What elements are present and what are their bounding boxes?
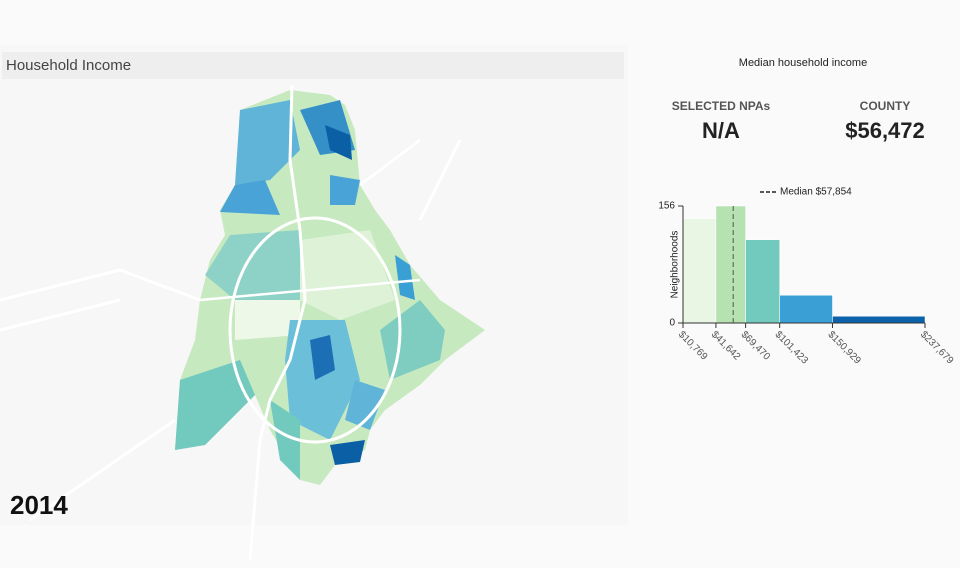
selected-label: SELECTED NPAs: [672, 99, 771, 113]
panel-header: [2, 52, 624, 79]
county-label: COUNTY: [860, 99, 911, 113]
map: [0, 84, 485, 561]
x-tick-label: $101,423: [773, 329, 811, 367]
npa: [300, 230, 395, 320]
y-axis-label: Neighborhoods: [670, 231, 681, 299]
npa: [395, 255, 415, 300]
bar: [779, 295, 833, 324]
x-tick-label: $10,769: [676, 329, 710, 363]
npa: [285, 320, 360, 440]
npa: [325, 125, 352, 160]
npa: [220, 180, 280, 215]
summary-title: Median household income: [739, 57, 867, 69]
y-tick-label: 156: [658, 201, 675, 212]
year-label: 2014: [10, 490, 68, 520]
npa: [345, 380, 385, 430]
x-tick-label: $150,929: [825, 329, 863, 367]
npa: [205, 230, 300, 300]
legend-label: Median $57,854: [780, 187, 852, 198]
npa: [235, 100, 300, 185]
road: [199, 139, 421, 302]
histogram: 0 156 $10,769 $41,642$69,470 $101,423 $150,92…: [658, 187, 955, 367]
road: [228, 216, 402, 444]
selected-value: N/A: [702, 118, 740, 143]
npa: [310, 335, 335, 380]
x-tick-label: $41,642: [709, 329, 743, 363]
bar: [832, 316, 926, 324]
panel-title: Household Income: [6, 57, 131, 74]
bar: [682, 218, 717, 324]
bar: [745, 239, 780, 324]
npa: [270, 400, 300, 480]
npa: [330, 440, 365, 465]
road: [0, 139, 462, 522]
y-tick-label: 0: [669, 318, 675, 329]
npa: [330, 175, 360, 205]
county-value: $56,472: [845, 118, 925, 143]
road: [248, 84, 307, 561]
x-tick-label: $69,470: [739, 329, 773, 363]
x-tick-label: $237,679: [918, 329, 956, 367]
npa: [235, 300, 300, 340]
bar: [715, 205, 746, 324]
npa: [175, 360, 255, 450]
